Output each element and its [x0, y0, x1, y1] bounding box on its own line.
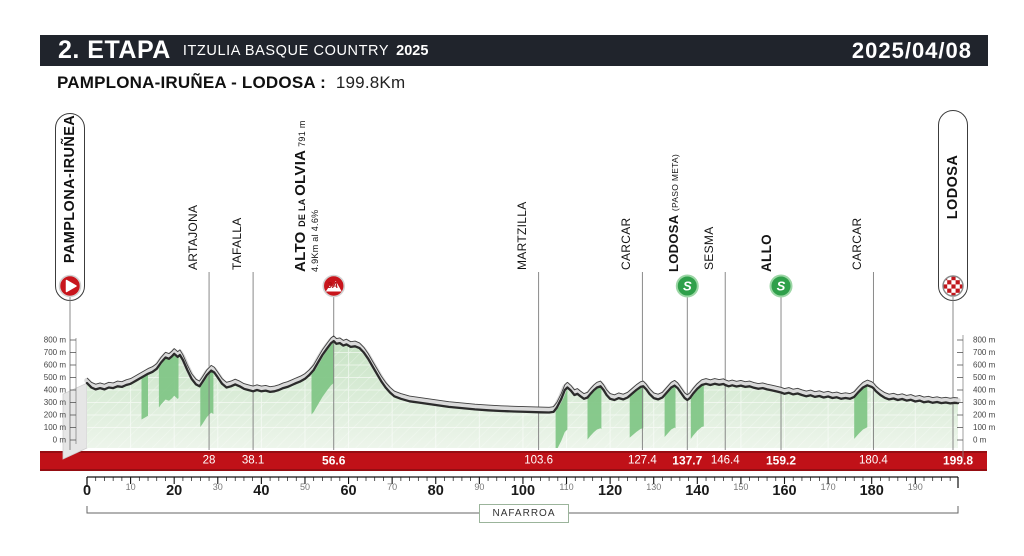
- stage-number: 2. ETAPA: [58, 36, 171, 64]
- svg-text:600 m: 600 m: [973, 361, 996, 370]
- km-marker: 38.1: [241, 454, 265, 467]
- svg-text:700 m: 700 m: [973, 348, 996, 357]
- svg-text:500 m: 500 m: [973, 373, 996, 382]
- waypoint-guide-lines: [69, 272, 954, 450]
- climb-cat3-icon: 3A: [322, 274, 346, 298]
- svg-text:3A: 3A: [327, 280, 338, 290]
- axis-tick-label: 50: [299, 482, 310, 492]
- region-label: NAFARROA: [492, 508, 556, 519]
- svg-text:300 m: 300 m: [973, 398, 996, 407]
- waypoint-label: CARCAR: [849, 217, 864, 270]
- waypoint-label: ALTO DE LA OLVIA 791 m 4.9Km al 4.6%: [291, 120, 320, 272]
- axis-tick-label: 80: [427, 483, 444, 499]
- finish-town-label: LODOSA: [945, 154, 961, 220]
- route-names: PAMPLONA-IRUÑEA - LODOSA :: [57, 73, 326, 92]
- km-marker: 56.6: [322, 453, 346, 468]
- waypoint-label: ALLO: [758, 234, 774, 272]
- sprint-icon: S: [769, 274, 793, 298]
- axis-tick-label: 30: [212, 482, 223, 492]
- svg-text:S: S: [777, 279, 786, 294]
- svg-text:500 m: 500 m: [44, 373, 67, 382]
- axis-tick-label: 190: [907, 482, 923, 492]
- km-marker: 127.4: [627, 454, 657, 467]
- svg-text:100 m: 100 m: [973, 423, 996, 432]
- svg-text:700 m: 700 m: [44, 348, 67, 357]
- axis-tick-label: 170: [820, 482, 836, 492]
- axis-tick-label: 110: [559, 482, 574, 492]
- svg-text:200 m: 200 m: [44, 411, 67, 420]
- elevation-line: [85, 339, 960, 414]
- km-marker: 159.2: [765, 453, 797, 468]
- axis-tick-label: 10: [125, 482, 136, 492]
- svg-text:0 m: 0 m: [973, 436, 987, 445]
- waypoint-label: ARTAJONA: [185, 204, 200, 270]
- km-marker-bar: 28 38.1 56.6 103.6 127.4 137.7 146.4 159.2 180.4…: [40, 451, 987, 471]
- axis-tick-label: 140: [685, 483, 710, 499]
- svg-text:400 m: 400 m: [44, 386, 67, 395]
- waypoint-label: SESMA: [701, 226, 716, 270]
- axis-tick-label: 0: [82, 483, 92, 499]
- start-town-pill: [55, 113, 85, 301]
- waypoint-label: MARTZILLA: [515, 201, 530, 271]
- svg-text:300 m: 300 m: [44, 398, 67, 407]
- elevation-area: [87, 341, 958, 448]
- km-marker: 137.7: [672, 453, 703, 468]
- finish-town-pill: [938, 110, 968, 301]
- axis-tick-label: 160: [772, 483, 797, 499]
- waypoint-label: CARCAR: [618, 217, 633, 270]
- elevation-axes: 0 m 0 m 100 m 100 m 200 m 200 m 300 m 300 m 400 …: [44, 335, 996, 458]
- axis-tick-label: 60: [340, 483, 357, 499]
- axis-tick-label: 130: [646, 482, 662, 492]
- svg-text:100 m: 100 m: [44, 423, 67, 432]
- svg-text:0 m: 0 m: [53, 436, 67, 445]
- race-year: 2025: [396, 42, 429, 59]
- sprint-icon: S: [675, 274, 699, 298]
- km-marker: 146.4: [710, 454, 740, 467]
- steep-climb-shading: [141, 341, 868, 448]
- route-distance: 199.8Km: [335, 73, 406, 92]
- axis-tick-label: 90: [474, 482, 485, 492]
- region-box: NAFARROA: [479, 504, 569, 523]
- start-town-label: PAMPLONA-IRUÑEA: [62, 114, 78, 264]
- route-subtitle: PAMPLONA-IRUÑEA - LODOSA : 199.8Km: [57, 73, 405, 93]
- svg-text:800 m: 800 m: [973, 336, 996, 345]
- axis-tick-label: 70: [387, 482, 398, 492]
- axis-tick-label: 180: [859, 483, 884, 499]
- header-bar: 2. ETAPA ITZULIA BASQUE COUNTRY 2025 202…: [40, 35, 988, 66]
- km-marker: 199.8: [942, 453, 974, 468]
- svg-text:200 m: 200 m: [973, 411, 996, 420]
- stage-date: 2025/04/08: [851, 37, 972, 63]
- km-marker: 180.4: [859, 454, 888, 467]
- waypoint-label: LODOSA (PASO META): [665, 153, 681, 272]
- svg-text:S: S: [683, 279, 692, 294]
- axis-tick-label: 20: [166, 483, 183, 499]
- waypoint-label: TAFALLA: [229, 217, 244, 270]
- svg-text:400 m: 400 m: [973, 386, 996, 395]
- svg-text:600 m: 600 m: [44, 361, 67, 370]
- axis-tick-label: 150: [733, 482, 749, 492]
- km-marker: 28: [202, 454, 216, 467]
- grid-lines: [87, 341, 958, 448]
- race-name: ITZULIA BASQUE COUNTRY: [182, 42, 390, 59]
- axis-tick-label: 100: [510, 483, 536, 499]
- svg-text:800 m: 800 m: [44, 336, 67, 345]
- left-3d-wedge: [62, 382, 88, 460]
- axis-tick-label: 40: [253, 483, 270, 499]
- km-marker: 103.6: [524, 454, 554, 467]
- axis-tick-label: 120: [598, 483, 623, 499]
